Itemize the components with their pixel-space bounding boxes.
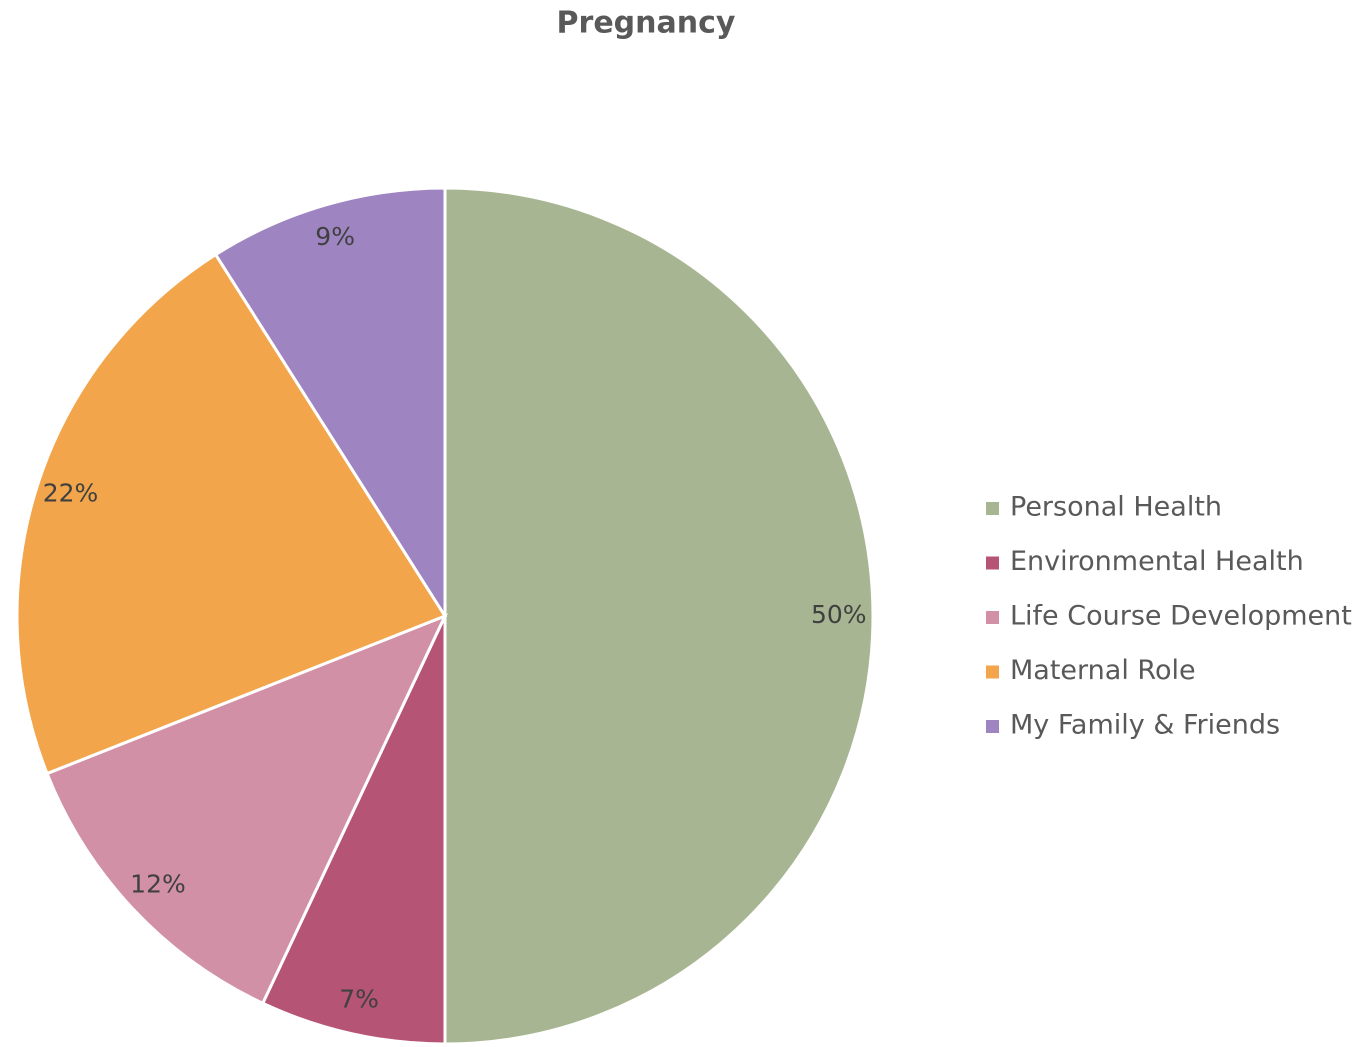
- data-label: 12%: [130, 870, 186, 899]
- legend-swatch: [986, 720, 999, 733]
- pie-slice: [45, 613, 448, 1006]
- pie-slice: [443, 186, 875, 1046]
- legend-label: Personal Health: [1010, 492, 1222, 523]
- pie-slice: [15, 252, 448, 776]
- legend-label: Life Course Development: [1010, 601, 1352, 632]
- legend-label: Maternal Role: [1010, 655, 1196, 686]
- legend-label: My Family & Friends: [1010, 710, 1280, 741]
- legend-swatch: [986, 665, 999, 679]
- legend-swatch: [986, 611, 999, 624]
- data-label: 22%: [43, 478, 99, 507]
- pie-slice: [213, 186, 447, 622]
- data-label: 9%: [315, 222, 355, 251]
- chart-title: Pregnancy: [557, 6, 736, 41]
- legend-label: Environmental Health: [1010, 546, 1304, 577]
- legend-swatch: [986, 556, 999, 570]
- data-label: 50%: [811, 600, 867, 629]
- legend-swatch: [986, 502, 999, 515]
- data-label: 7%: [339, 984, 379, 1013]
